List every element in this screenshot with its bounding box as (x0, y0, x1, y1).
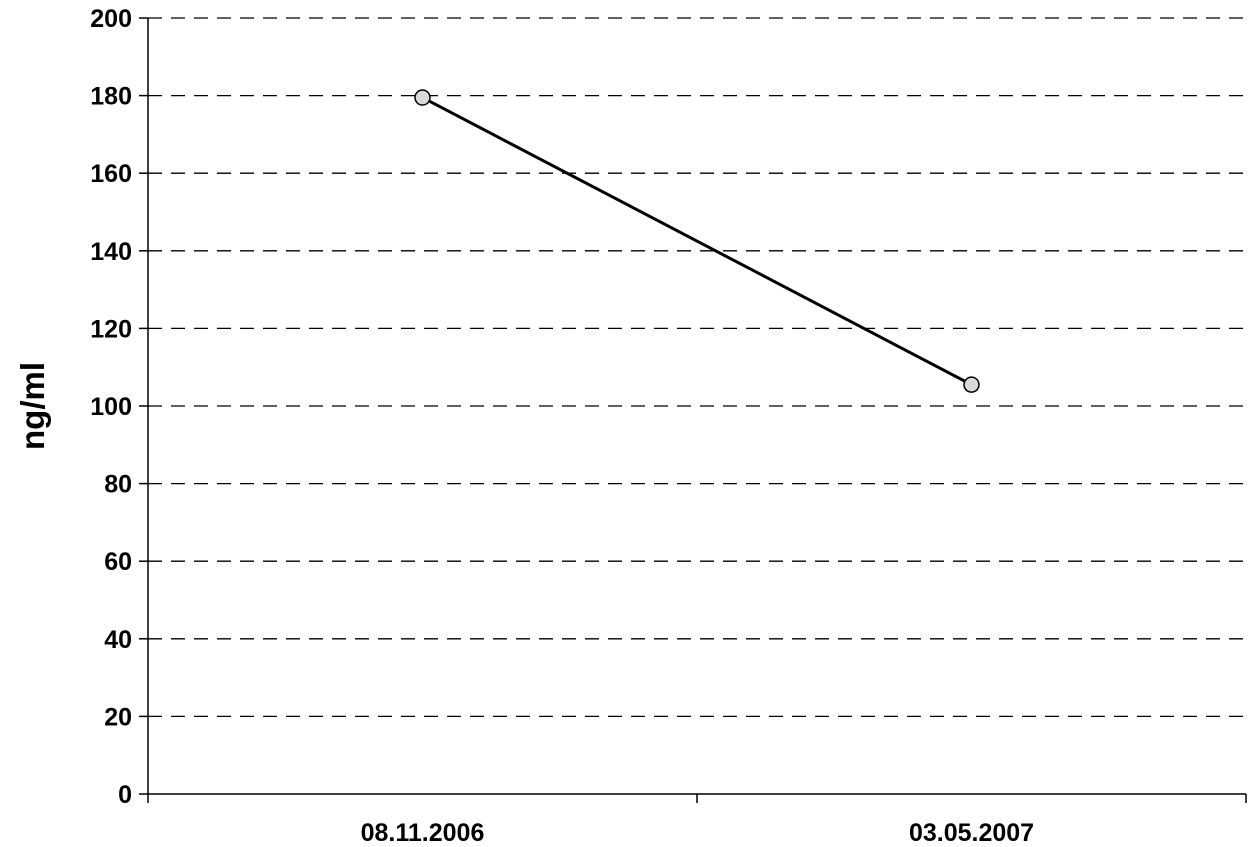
y-tick-label: 0 (118, 781, 132, 809)
y-tick-label: 140 (90, 238, 132, 266)
x-axis-ticks: 08.11.2006 03.05.2007 (147, 794, 1247, 847)
y-tick-label: 200 (90, 5, 132, 33)
y-tick-label: 40 (104, 626, 132, 654)
series-line (421, 96, 973, 386)
data-point-marker (414, 89, 431, 106)
x-tick-label: 08.11.2006 (361, 819, 485, 847)
y-tick-label: 60 (104, 548, 132, 576)
y-tick-label: 100 (90, 393, 132, 421)
y-tick-label: 160 (90, 160, 132, 188)
x-tick-label: 03.05.2007 (909, 819, 1034, 847)
y-tick-label: 120 (90, 315, 132, 343)
y-axis-ticks: 0 20 40 60 80 100 120 140 160 180 200 (90, 5, 148, 809)
y-tick-label: 180 (90, 83, 132, 111)
y-tick-label: 20 (104, 703, 132, 731)
gridlines (148, 17, 1246, 718)
y-axis-title: ng/ml (14, 362, 51, 450)
series (414, 89, 980, 393)
data-point-marker (963, 376, 980, 393)
y-tick-label: 80 (104, 471, 132, 499)
